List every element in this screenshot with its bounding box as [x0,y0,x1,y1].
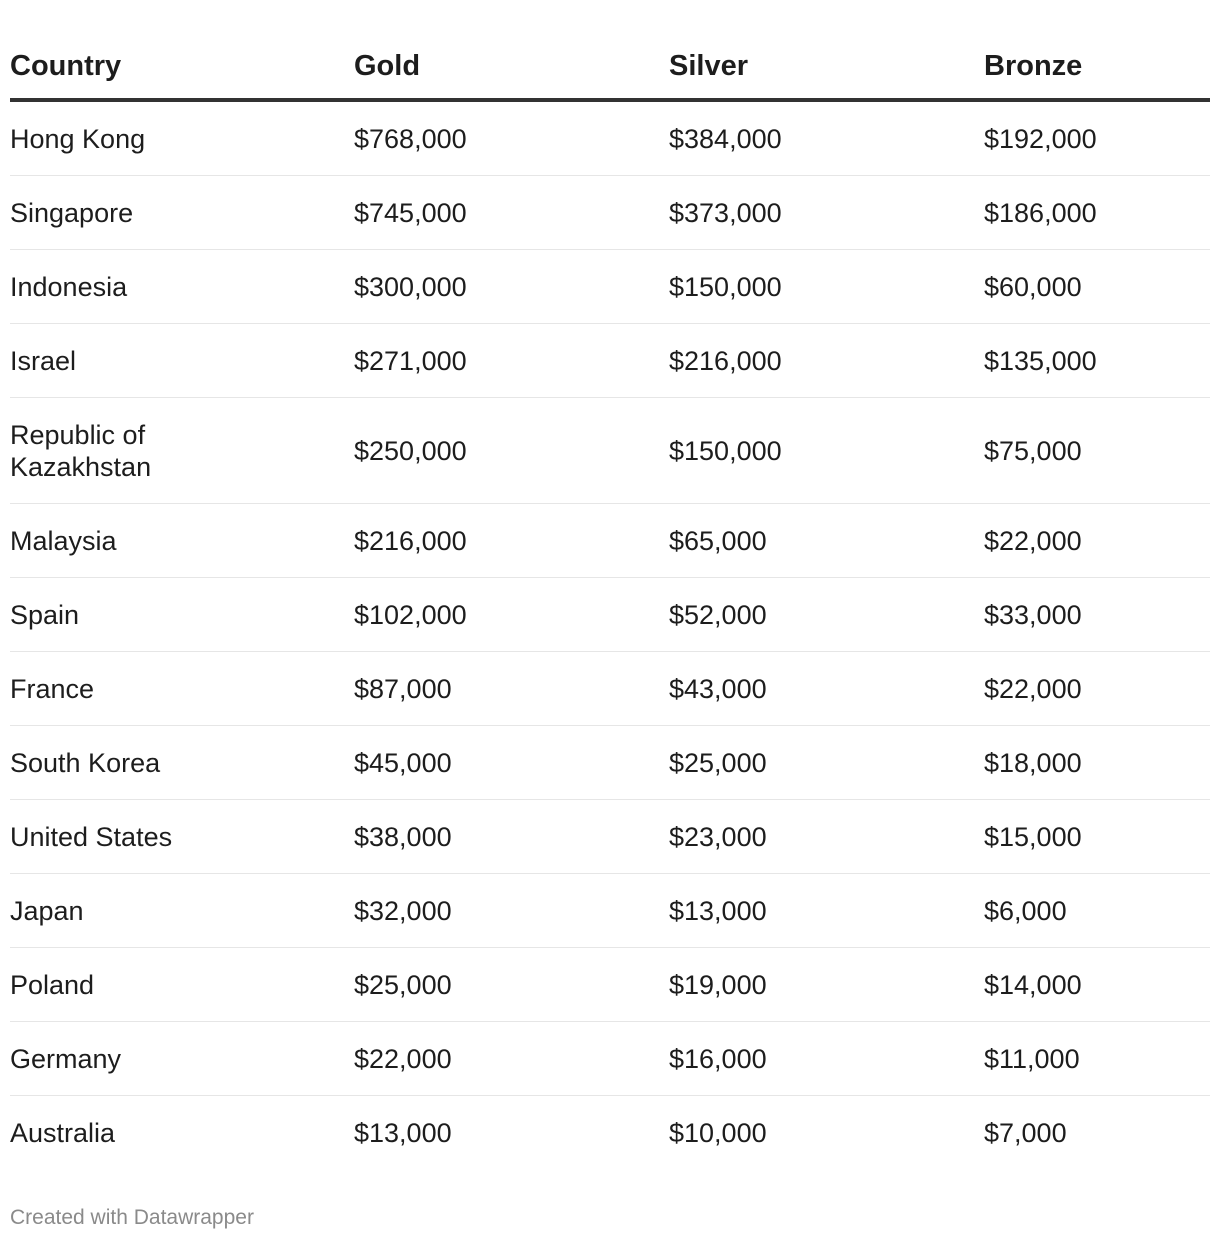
silver-cell: $52,000 [669,599,767,630]
bronze-cell: $14,000 [984,969,1082,1000]
country-cell: Singapore [10,197,134,228]
silver-cell: $25,000 [669,747,767,778]
gold-cell: $22,000 [354,1043,452,1074]
gold-cell: $32,000 [354,895,452,926]
bronze-cell: $33,000 [984,599,1082,630]
country-cell: Germany [10,1043,122,1074]
country-cell: Malaysia [10,525,117,556]
silver-cell: $384,000 [669,123,782,154]
bronze-cell: $11,000 [984,1043,1080,1074]
silver-cell: $10,000 [669,1118,767,1148]
country-cell: Poland [10,969,95,1000]
bronze-cell: $75,000 [984,435,1082,466]
table-row: United States $38,000 $23,000 $15,000 [10,800,1210,874]
silver-cell: $43,000 [669,673,767,704]
medal-prize-table: Country Gold Silver Bronze Hong Kong $768… [10,28,1210,1170]
silver-cell: $23,000 [669,821,767,852]
table-row: France $87,000 $43,000 $22,000 [10,652,1210,726]
silver-cell: $150,000 [669,435,782,466]
country-cell: France [10,673,95,704]
gold-cell: $745,000 [354,197,467,228]
table-row: Spain $102,000 $52,000 $33,000 [10,578,1210,652]
bronze-cell: $60,000 [984,271,1082,302]
country-cell: Israel [10,345,77,376]
bronze-cell: $135,000 [984,345,1097,376]
column-header-country: Country [10,50,122,82]
table-row: Malaysia $216,000 $65,000 $22,000 [10,504,1210,578]
gold-cell: $25,000 [354,969,452,1000]
table-header-row: Country Gold Silver Bronze [10,28,1210,102]
gold-cell: $13,000 [354,1118,452,1148]
silver-cell: $216,000 [669,345,782,376]
gold-cell: $102,000 [354,599,467,630]
column-header-gold: Gold [354,50,421,82]
country-cell: Republic of Kazakhstan [10,419,152,482]
gold-cell: $38,000 [354,821,452,852]
table-row: Israel $271,000 $216,000 $135,000 [10,324,1210,398]
country-cell: Indonesia [10,271,128,302]
table-row: Indonesia $300,000 $150,000 $60,000 [10,250,1210,324]
table-row: Poland $25,000 $19,000 $14,000 [10,948,1210,1022]
country-cell: South Korea [10,747,161,778]
gold-cell: $216,000 [354,525,467,556]
bronze-cell: $22,000 [984,673,1082,704]
silver-cell: $150,000 [669,271,782,302]
table-row: Germany $22,000 $16,000 $11,000 [10,1022,1210,1096]
table-row: Republic of Kazakhstan $250,000 $150,000 $7… [10,398,1210,504]
table-row: Australia $13,000 $10,000 $7,000 [10,1096,1210,1170]
country-cell: Australia [10,1118,116,1148]
bronze-cell: $18,000 [984,747,1082,778]
silver-cell: $373,000 [669,197,782,228]
silver-cell: $13,000 [669,895,767,926]
bronze-cell: $6,000 [984,895,1067,926]
country-cell: Hong Kong [10,123,146,154]
table-body: Hong Kong $768,000 $384,000 $192,000 Singapo… [10,102,1210,1170]
gold-cell: $271,000 [354,345,467,376]
gold-cell: $768,000 [354,123,467,154]
bronze-cell: $15,000 [984,821,1082,852]
silver-cell: $16,000 [669,1043,767,1074]
column-header-bronze: Bronze [984,50,1083,82]
gold-cell: $250,000 [354,435,467,466]
gold-cell: $45,000 [354,747,452,778]
bronze-cell: $7,000 [984,1118,1067,1148]
column-header-silver: Silver [669,50,748,82]
datawrapper-credit: Created with Datawrapper [10,1206,254,1229]
table-row: South Korea $45,000 $25,000 $18,000 [10,726,1210,800]
table-row: Japan $32,000 $13,000 $6,000 [10,874,1210,948]
bronze-cell: $192,000 [984,123,1097,154]
table-row: Hong Kong $768,000 $384,000 $192,000 [10,102,1210,176]
table-row: Singapore $745,000 $373,000 $186,000 [10,176,1210,250]
bronze-cell: $186,000 [984,197,1097,228]
country-cell: Japan [10,895,84,926]
silver-cell: $19,000 [669,969,767,1000]
country-cell: Spain [10,599,80,630]
gold-cell: $300,000 [354,271,467,302]
country-cell: United States [10,821,173,852]
bronze-cell: $22,000 [984,525,1082,556]
silver-cell: $65,000 [669,525,767,556]
gold-cell: $87,000 [354,673,452,704]
